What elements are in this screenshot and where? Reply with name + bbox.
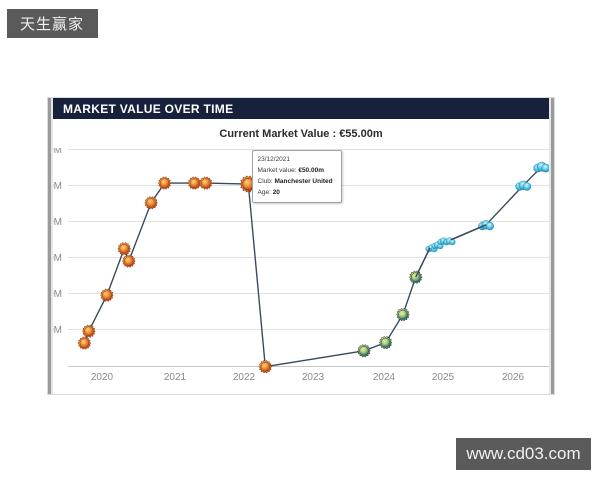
svg-text:2025: 2025 [432, 372, 455, 383]
svg-text:2023: 2023 [302, 372, 325, 383]
svg-text:60M: 60M [53, 148, 62, 156]
svg-text:2026: 2026 [502, 372, 525, 383]
svg-text:2022: 2022 [233, 372, 256, 383]
svg-text:10M: 10M [53, 325, 62, 336]
svg-text:20M: 20M [53, 289, 62, 300]
svg-text:2024: 2024 [373, 372, 396, 383]
svg-text:50M: 50M [53, 181, 62, 192]
svg-text:40M: 40M [53, 217, 62, 228]
svg-text:30M: 30M [53, 253, 62, 264]
svg-text:2020: 2020 [91, 372, 114, 383]
svg-text:2021: 2021 [164, 372, 187, 383]
